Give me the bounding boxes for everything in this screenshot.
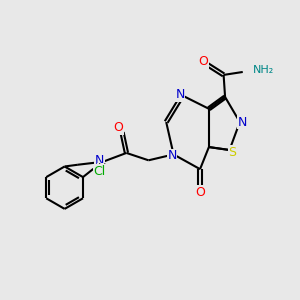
Text: H: H [98, 163, 106, 173]
Text: O: O [198, 55, 208, 68]
Text: N: N [95, 154, 104, 167]
Text: Cl: Cl [93, 165, 105, 178]
Text: N: N [175, 88, 185, 101]
Text: NH₂: NH₂ [253, 65, 274, 76]
Text: N: N [167, 149, 177, 162]
Text: S: S [228, 146, 236, 159]
Text: N: N [238, 116, 247, 128]
Text: O: O [195, 186, 205, 199]
Text: O: O [114, 122, 123, 134]
